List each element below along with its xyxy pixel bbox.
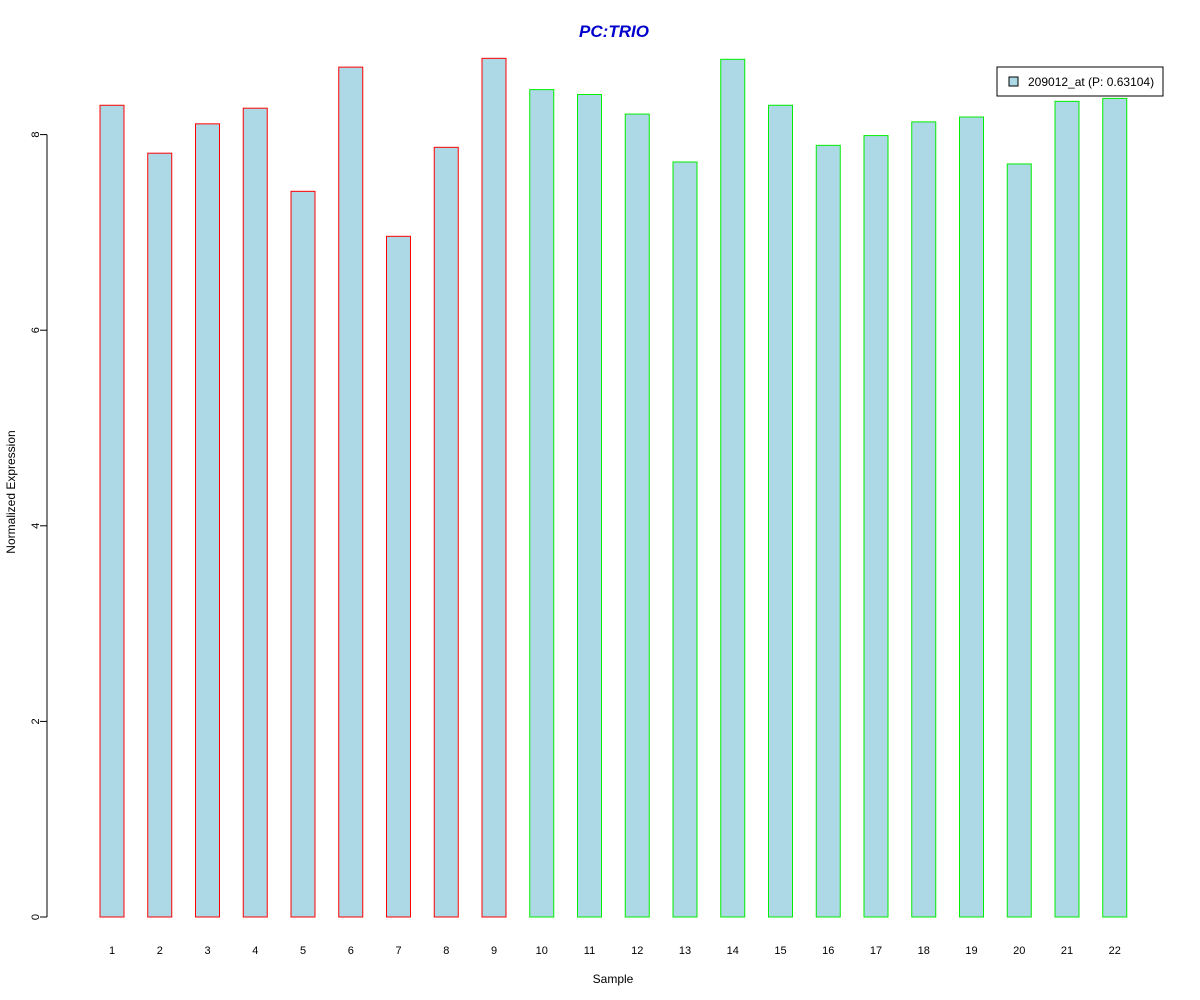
bar-sample-4 bbox=[242, 107, 268, 918]
y-tick-label: 4 bbox=[30, 523, 42, 529]
bar-sample-12 bbox=[624, 113, 650, 918]
x-tick-label: 11 bbox=[584, 945, 595, 957]
x-tick-label: 13 bbox=[679, 945, 691, 957]
bar-sample-22 bbox=[1102, 97, 1128, 918]
bar-sample-19 bbox=[959, 116, 984, 918]
x-tick-label: 21 bbox=[1061, 945, 1073, 957]
bar-sample-17 bbox=[863, 135, 889, 918]
x-tick-label: 19 bbox=[965, 945, 977, 957]
x-tick-label: 14 bbox=[727, 945, 739, 957]
x-tick-label: 18 bbox=[918, 945, 930, 957]
x-tick-label: 8 bbox=[443, 945, 449, 957]
bars bbox=[99, 57, 1128, 918]
bar-sample-2 bbox=[147, 152, 173, 918]
x-tick-label: 9 bbox=[491, 945, 497, 957]
x-tick-label: 17 bbox=[870, 945, 882, 957]
x-tick-label: 12 bbox=[631, 945, 643, 957]
legend-box bbox=[996, 66, 1164, 97]
x-tick-label: 10 bbox=[536, 945, 548, 957]
x-tick-label: 16 bbox=[822, 945, 834, 957]
bar-sample-8 bbox=[433, 146, 459, 918]
bar-sample-5 bbox=[290, 190, 316, 918]
x-tick-label: 5 bbox=[300, 945, 306, 957]
x-tick-label: 15 bbox=[774, 945, 786, 957]
y-axis-label: Normalized Expression bbox=[4, 430, 18, 553]
x-tick-label: 2 bbox=[157, 945, 163, 957]
x-tick-label: 20 bbox=[1013, 945, 1025, 957]
legend-swatch bbox=[1008, 76, 1019, 87]
x-tick-labels: 1 2 3 4 5 6 7 8 9 10 11 12 13 14 15 16 17 18 19 20 21 22 bbox=[109, 945, 1121, 957]
x-axis-label: Sample bbox=[593, 972, 634, 986]
bar-sample-20 bbox=[1006, 163, 1032, 918]
x-tick-label: 4 bbox=[252, 945, 258, 957]
legend-label: 209012_at (P: 0.63104) bbox=[1028, 75, 1154, 89]
y-tick-label: 6 bbox=[30, 327, 42, 333]
y-tick-label: 2 bbox=[30, 718, 42, 724]
bar-sample-7 bbox=[386, 235, 411, 918]
bar-sample-1 bbox=[99, 104, 125, 918]
y-axis: 0 2 4 6 8 bbox=[30, 132, 48, 920]
x-tick-label: 1 bbox=[109, 945, 115, 957]
bar-sample-3 bbox=[195, 123, 220, 918]
bar-sample-14 bbox=[720, 58, 746, 918]
legend: 209012_at (P: 0.63104) bbox=[996, 66, 1164, 97]
bar-sample-16 bbox=[815, 144, 841, 918]
bar-sample-18 bbox=[911, 121, 937, 918]
x-tick-label: 3 bbox=[204, 945, 210, 957]
bar-sample-10 bbox=[529, 89, 555, 918]
bar-sample-21 bbox=[1054, 100, 1080, 918]
chart-title: PC:TRIO bbox=[579, 22, 649, 41]
bar-sample-11 bbox=[577, 94, 602, 918]
bar-sample-6 bbox=[338, 66, 364, 918]
y-tick-label: 0 bbox=[30, 914, 42, 920]
y-tick-label: 8 bbox=[30, 132, 42, 138]
x-tick-label: 7 bbox=[395, 945, 401, 957]
x-tick-label: 6 bbox=[348, 945, 354, 957]
bar-sample-13 bbox=[672, 161, 698, 918]
bar-sample-15 bbox=[768, 104, 793, 918]
bar-sample-9 bbox=[481, 57, 507, 918]
x-tick-label: 22 bbox=[1109, 945, 1121, 957]
